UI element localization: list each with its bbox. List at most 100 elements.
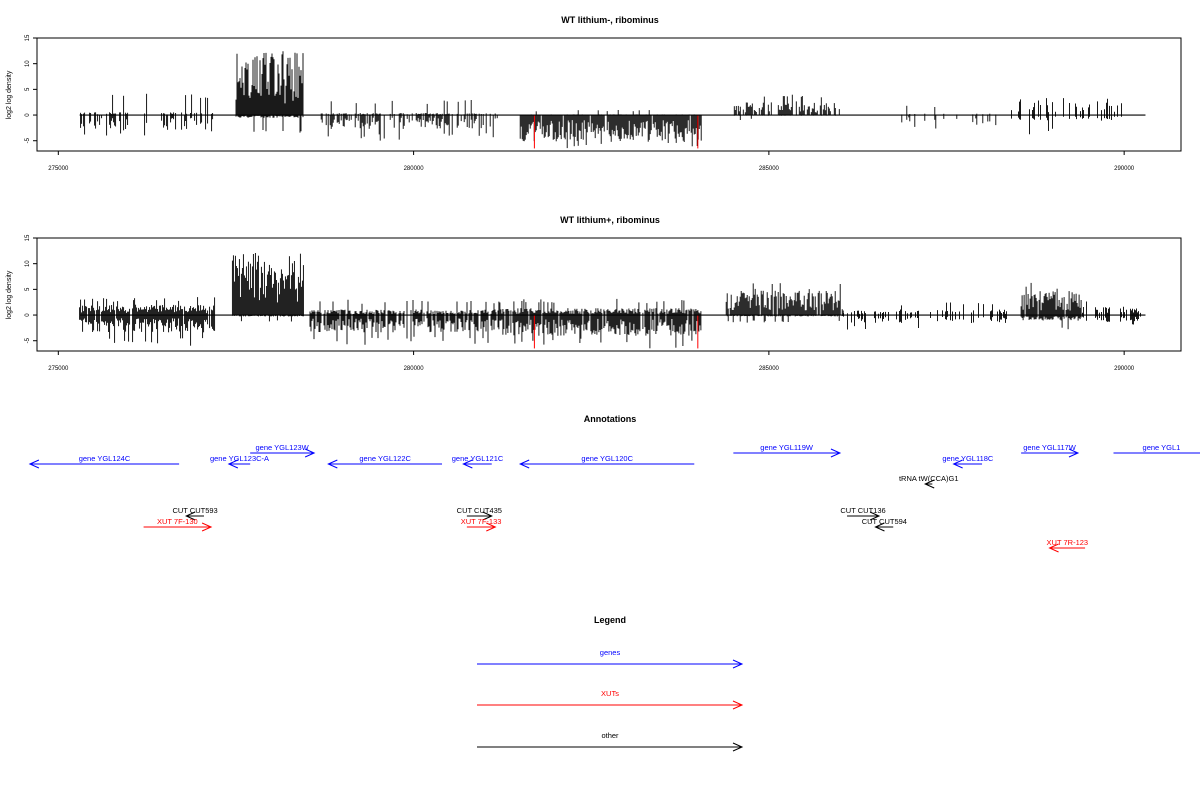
- y-tick-label: 5: [25, 87, 31, 91]
- arrow-head: [227, 459, 239, 469]
- annotations-title: Annotations: [584, 414, 637, 424]
- y-tick-label: 10: [25, 60, 31, 67]
- legend-label: other: [601, 731, 619, 740]
- legend-item-other: other: [477, 731, 744, 752]
- annotation-other: CUT CUT435: [457, 506, 502, 521]
- highlight-lines: [533, 315, 699, 349]
- arrow-head: [304, 448, 316, 458]
- coverage-panel-lithium-plus: WT lithium+, ribominus log2 log density …: [6, 215, 1182, 372]
- annotation-label: gene YGL119W: [760, 443, 814, 452]
- highlight-lines: [533, 115, 699, 149]
- annotation-gene: gene YGL117W: [1021, 443, 1080, 458]
- arrow-head: [327, 459, 338, 469]
- arrow-head: [1068, 448, 1080, 458]
- annotation-gene: gene YGL124C: [28, 454, 180, 469]
- annotation-gene: gene YGL120C: [518, 454, 695, 469]
- coverage-bars: [80, 51, 1122, 149]
- arrow-head: [518, 459, 530, 469]
- annotation-other: CUT CUT593: [172, 506, 218, 521]
- legend-items: genes XUTs other: [477, 648, 744, 752]
- arrow-head: [952, 459, 963, 469]
- y-axis-label: log2 log density: [6, 270, 13, 319]
- legend-label: XUTs: [601, 689, 619, 698]
- arrow-head: [482, 511, 493, 521]
- annotation-label: XUT 7F-130: [157, 517, 198, 526]
- y-tick-label: 10: [25, 260, 31, 267]
- y-tick-label: -5: [25, 137, 31, 143]
- annotation-label: gene YGL123C-A: [210, 454, 269, 463]
- annotation-gene: gene YGL1: [1113, 443, 1200, 454]
- y-tick-label: 15: [25, 34, 31, 41]
- annotation-gene: gene YGL123W: [250, 443, 316, 458]
- plot-frame: [36, 37, 1182, 152]
- annotation-label: CUT CUT435: [457, 506, 502, 515]
- legend-item-xut: XUTs: [477, 689, 744, 710]
- legend: Legend genes XUTs other: [477, 615, 744, 752]
- annotation-label: tRNA tW(CCA)G1: [899, 474, 959, 483]
- y-tick-label: 5: [25, 287, 31, 291]
- x-axis: 275000 280000 285000 290000: [48, 151, 1135, 172]
- annotation-label: CUT CUT593: [172, 506, 217, 515]
- plot-frame: [36, 237, 1182, 352]
- annotation-gene: gene YGL121C: [452, 454, 504, 469]
- arrow-head: [201, 522, 213, 532]
- annotation-gene: gene YGL122C: [327, 454, 443, 469]
- panel-title: WT lithium+, ribominus: [560, 215, 660, 225]
- y-axis: -5 0 5 10 15: [25, 34, 37, 143]
- legend-title: Legend: [594, 615, 626, 625]
- annotation-label: CUT CUT594: [862, 517, 907, 526]
- annotation-label: gene YGL117W: [1023, 443, 1077, 452]
- y-tick-label: -5: [25, 337, 31, 343]
- y-axis: -5 0 5 10 15: [25, 234, 37, 343]
- x-axis: 275000 280000 285000 290000: [48, 351, 1135, 372]
- x-tick-label: 275000: [48, 166, 69, 172]
- annotation-label: gene YGL1: [1143, 443, 1181, 452]
- annotation-xut: XUT 7F-133: [461, 517, 502, 532]
- annotation-xut: XUT 7R-123: [1047, 538, 1089, 553]
- x-tick-label: 285000: [759, 166, 780, 172]
- annotation-label: XUT 7F-133: [461, 517, 502, 526]
- x-tick-label: 280000: [404, 166, 425, 172]
- annotation-label: XUT 7R-123: [1047, 538, 1089, 547]
- annotation-label: gene YGL118C: [942, 454, 994, 463]
- arrow-head: [732, 700, 744, 710]
- y-axis-label: log2 log density: [6, 70, 13, 119]
- annotation-label: gene YGL122C: [359, 454, 411, 463]
- x-tick-label: 275000: [48, 366, 69, 372]
- arrow-head: [874, 522, 885, 532]
- annotation-items: gene YGL124C gene YGL123W gene YGL123C-A ge…: [28, 443, 1200, 553]
- panel-title: WT lithium-, ribominus: [561, 15, 659, 25]
- arrow-head: [1048, 543, 1059, 553]
- y-tick-label: 0: [25, 313, 31, 317]
- annotation-xut: XUT 7F-130: [143, 517, 213, 532]
- arrow-head: [830, 448, 842, 458]
- x-tick-label: 290000: [1114, 366, 1135, 372]
- annotation-other: CUT CUT594: [862, 517, 907, 532]
- annotation-label: gene YGL121C: [452, 454, 504, 463]
- annotation-other: tRNA tW(CCA)G1: [899, 474, 959, 489]
- arrow-head: [732, 659, 744, 669]
- annotation-label: gene YGL124C: [79, 454, 131, 463]
- annotation-other: CUT CUT136: [840, 506, 886, 521]
- annotation-gene: gene YGL119W: [733, 443, 842, 458]
- x-tick-label: 290000: [1114, 166, 1135, 172]
- annotation-gene: gene YGL123C-A: [210, 454, 269, 469]
- annotation-label: gene YGL120C: [581, 454, 633, 463]
- x-tick-label: 280000: [404, 366, 425, 372]
- y-tick-label: 15: [25, 234, 31, 241]
- arrow-head: [486, 522, 497, 532]
- annotation-label: gene YGL123W: [256, 443, 310, 452]
- coverage-panel-lithium-minus: WT lithium-, ribominus log2 log density …: [6, 15, 1182, 172]
- arrow-head: [28, 459, 40, 469]
- arrow-head: [462, 459, 473, 469]
- arrow-head: [732, 742, 744, 752]
- annotation-gene: gene YGL118C: [942, 454, 994, 469]
- annotation-label: CUT CUT136: [840, 506, 885, 515]
- y-tick-label: 0: [25, 113, 31, 117]
- legend-label: genes: [600, 648, 621, 657]
- coverage-bars: [79, 253, 1141, 349]
- x-tick-label: 285000: [759, 366, 780, 372]
- arrow-head: [869, 511, 881, 521]
